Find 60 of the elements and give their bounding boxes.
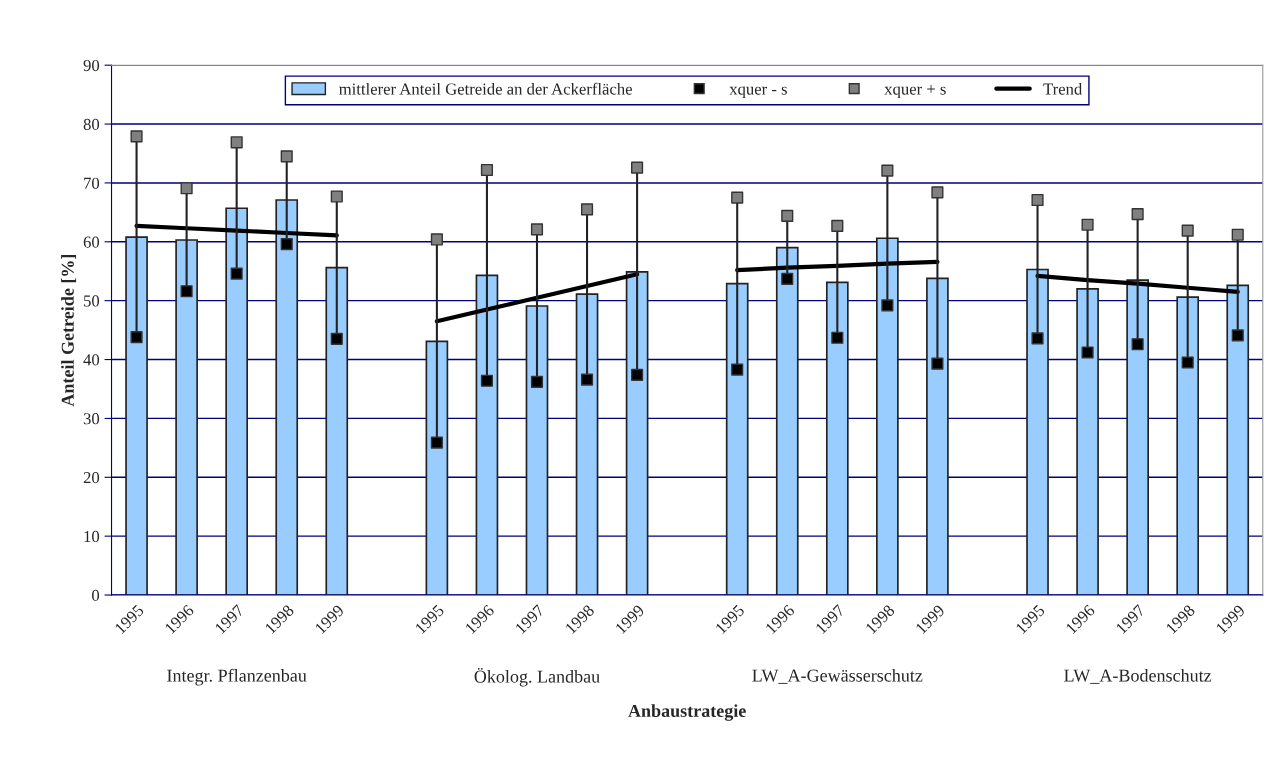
legend-label: Trend xyxy=(1043,82,1083,95)
point xyxy=(180,182,193,195)
point xyxy=(1081,346,1094,359)
y-tick-label: 40 xyxy=(83,354,100,366)
point xyxy=(1231,329,1244,342)
legend-label: mittlerer Anteil Getreide an der Ackerfläche xyxy=(339,82,632,95)
y-tick-label: 20 xyxy=(83,471,100,484)
point xyxy=(430,233,443,246)
text: LW_A-Bodenschutz xyxy=(1064,668,1212,684)
point xyxy=(1081,218,1094,231)
y-tick-label: 60 xyxy=(83,236,100,248)
y-tick-label: 50 xyxy=(84,295,100,307)
text: LW_A-Gewässerschutz xyxy=(752,668,923,684)
point xyxy=(931,357,944,370)
point xyxy=(1231,228,1244,241)
point xyxy=(1131,208,1144,221)
point xyxy=(330,332,343,346)
point xyxy=(180,285,193,298)
point xyxy=(330,190,343,203)
text: Integr. Pflanzenbau xyxy=(167,668,307,686)
y-tick-label: 70 xyxy=(84,177,100,189)
point xyxy=(580,373,594,386)
point xyxy=(280,150,293,163)
point xyxy=(230,267,243,280)
y-axis-title: Anteil Getreide [%] xyxy=(61,254,77,407)
point xyxy=(130,130,143,143)
point xyxy=(881,299,894,312)
legend-label: xquer - s xyxy=(729,86,787,99)
point xyxy=(1181,224,1194,237)
point xyxy=(1031,193,1044,207)
y-tick-label: 30 xyxy=(83,413,100,425)
point xyxy=(831,219,844,232)
point xyxy=(781,272,794,285)
point xyxy=(881,164,894,177)
point xyxy=(1031,332,1044,345)
legend-label: xquer + s xyxy=(884,85,946,99)
point xyxy=(580,203,594,216)
point xyxy=(480,163,494,177)
point xyxy=(280,238,293,251)
point xyxy=(430,436,443,449)
point xyxy=(130,331,143,344)
y-tick-label: 80 xyxy=(83,118,100,131)
text: Ökolog. Landbau xyxy=(474,667,600,687)
y-tick-label: 0 xyxy=(92,589,100,601)
point xyxy=(230,136,243,149)
point xyxy=(631,161,644,174)
point xyxy=(480,374,494,387)
point xyxy=(530,223,544,236)
point xyxy=(781,209,794,222)
point xyxy=(1181,356,1194,369)
point xyxy=(530,375,544,388)
y-tick-label: 10 xyxy=(84,530,100,543)
point xyxy=(731,363,744,376)
point xyxy=(1131,338,1144,351)
point xyxy=(931,186,944,199)
point xyxy=(631,368,644,381)
point xyxy=(731,191,744,204)
point xyxy=(831,331,844,344)
y-tick-label: 90 xyxy=(83,59,100,72)
x-axis-title: Anbaustrategie xyxy=(628,704,746,721)
